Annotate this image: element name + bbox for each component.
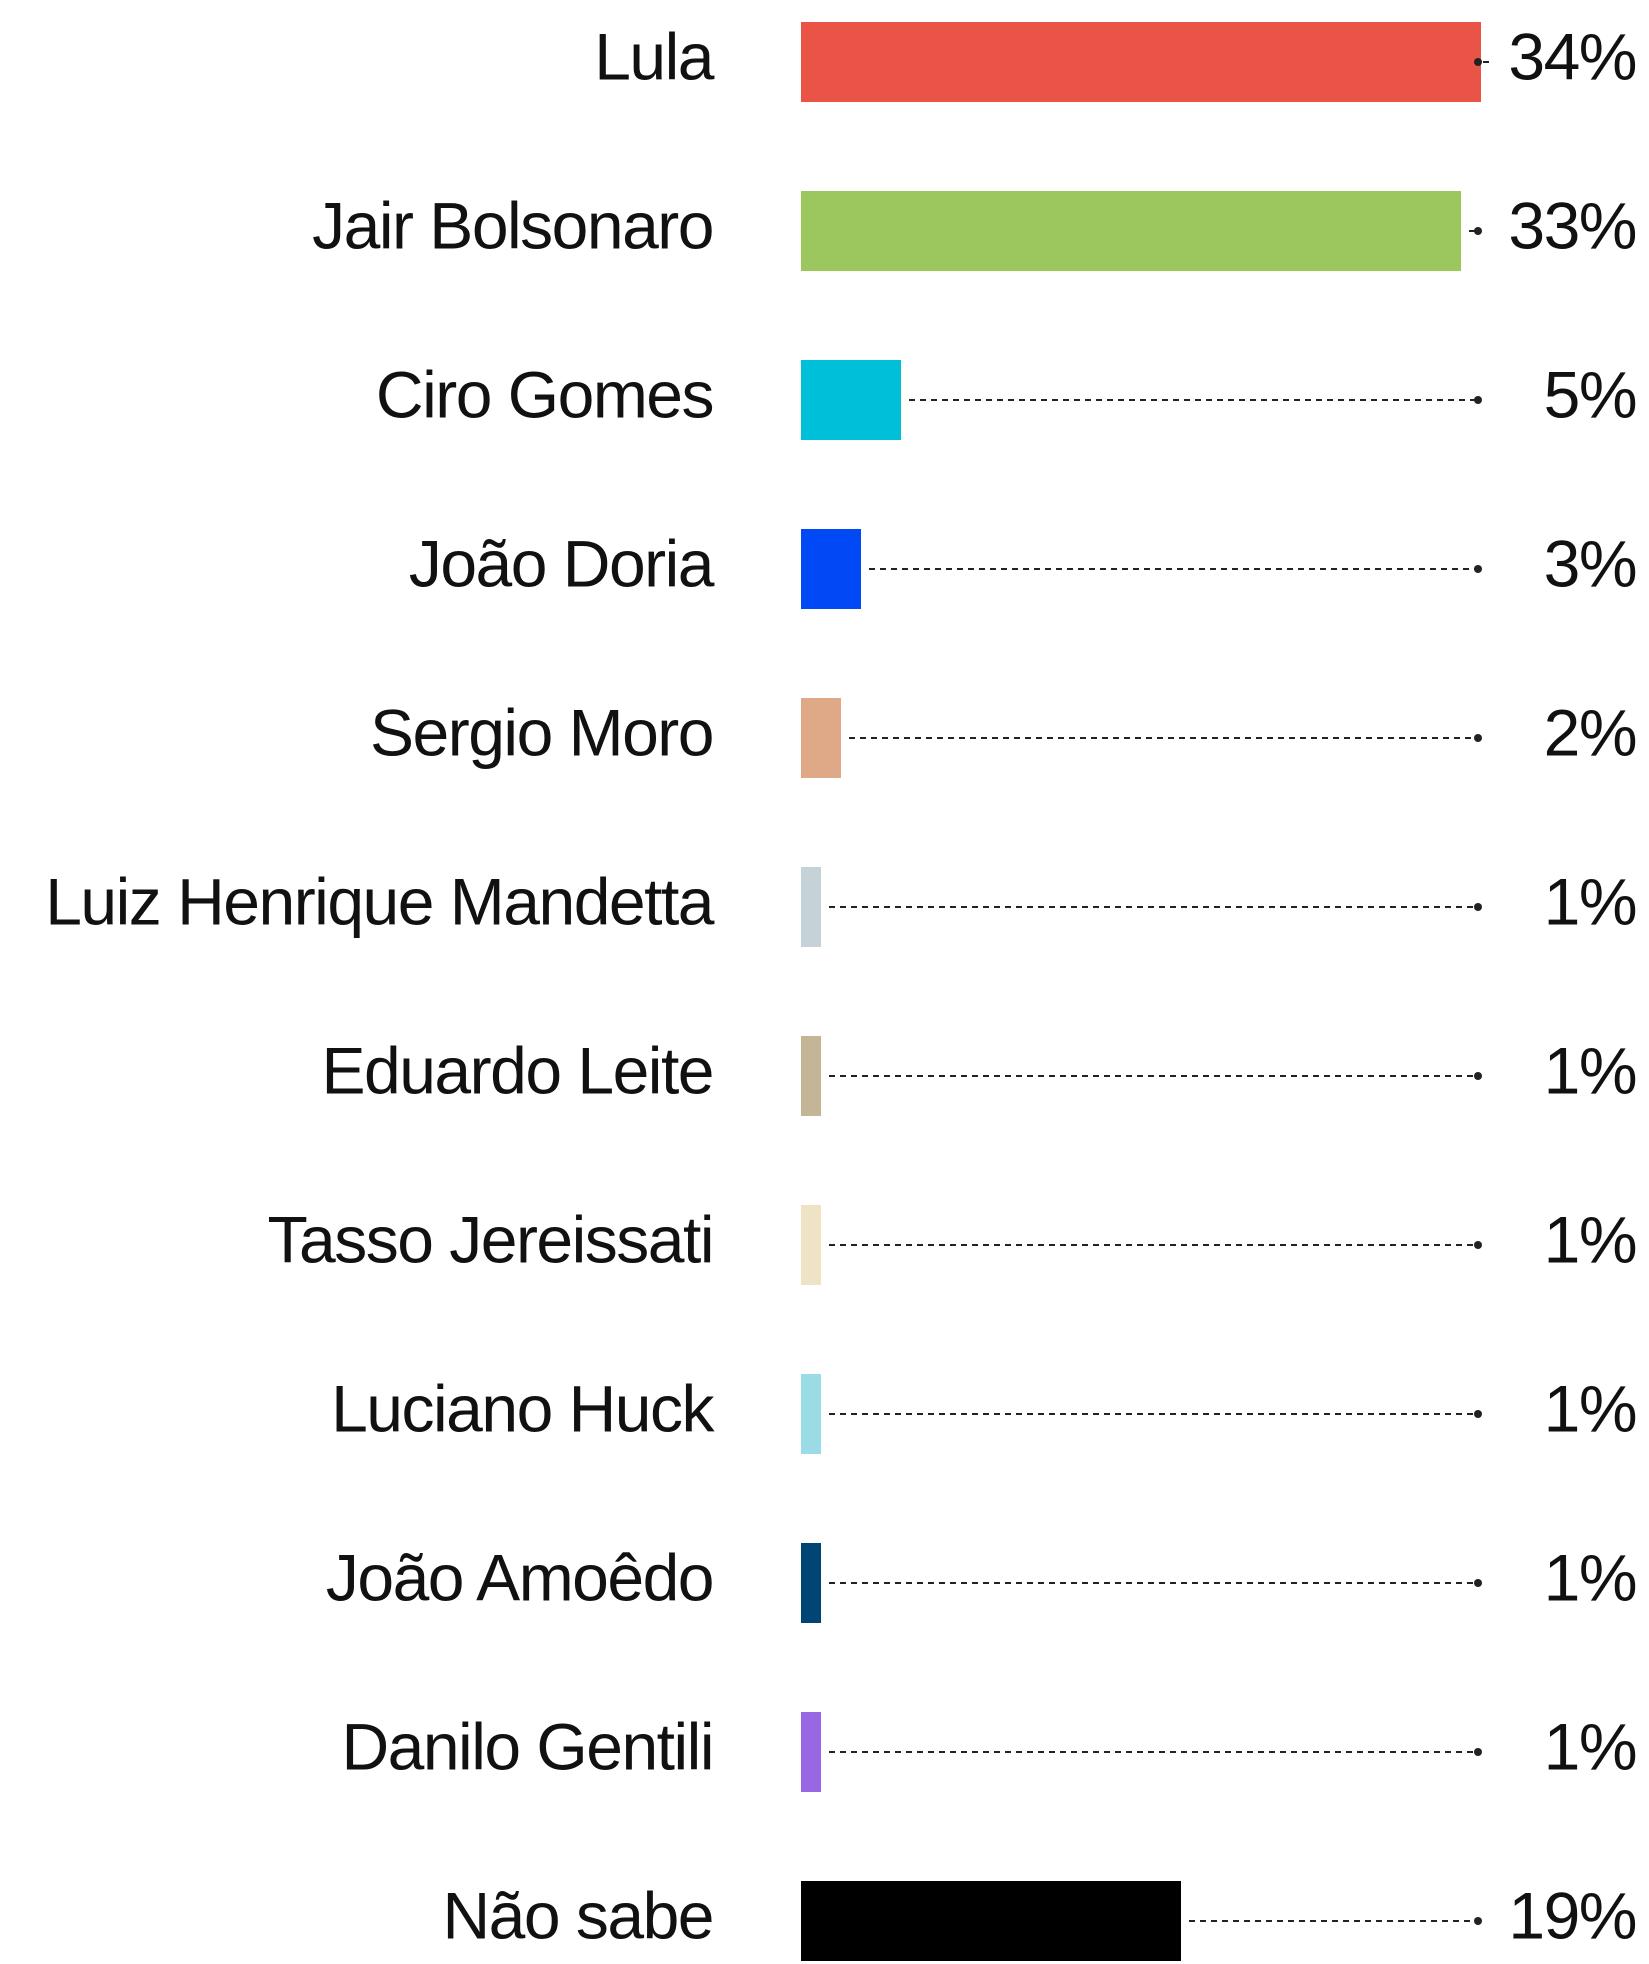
bar <box>801 529 861 609</box>
value-label: 34% <box>1508 19 1636 93</box>
leader-dot <box>1474 227 1482 235</box>
value-label: 2% <box>1544 695 1636 769</box>
bar <box>801 191 1461 271</box>
leader-dot <box>1474 1241 1482 1249</box>
value-label: 1% <box>1544 1202 1636 1276</box>
value-label: 19% <box>1508 1878 1636 1952</box>
category-label: João Amoêdo <box>326 1540 713 1614</box>
value-label: 3% <box>1544 526 1636 600</box>
category-label: Luciano Huck <box>331 1371 715 1445</box>
category-label: Sergio Moro <box>370 695 713 769</box>
value-label: 1% <box>1544 864 1636 938</box>
category-label: Eduardo Leite <box>322 1033 714 1107</box>
bar <box>801 1881 1181 1961</box>
leader-dot <box>1474 565 1482 573</box>
value-label: 1% <box>1544 1033 1636 1107</box>
bar <box>801 1712 821 1792</box>
bar <box>801 360 901 440</box>
category-label: Lula <box>594 19 715 93</box>
bar <box>801 698 841 778</box>
category-label: Jair Bolsonaro <box>312 188 713 262</box>
leader-dot <box>1474 1410 1482 1418</box>
leader-dot <box>1474 1072 1482 1080</box>
value-label: 33% <box>1508 188 1636 262</box>
category-label: Luiz Henrique Mandetta <box>45 864 715 938</box>
category-label: Danilo Gentili <box>341 1709 713 1783</box>
bar <box>801 1205 821 1285</box>
leader-dot <box>1474 396 1482 404</box>
bar <box>801 1374 821 1454</box>
category-label: Tasso Jereissati <box>267 1202 713 1276</box>
value-label: 1% <box>1544 1371 1636 1445</box>
leader-dot <box>1474 58 1482 66</box>
leader-dot <box>1474 903 1482 911</box>
bar <box>801 1036 821 1116</box>
leader-dot <box>1474 1579 1482 1587</box>
bar <box>801 1543 821 1623</box>
value-label: 5% <box>1544 357 1636 431</box>
leader-dot <box>1474 1748 1482 1756</box>
value-label: 1% <box>1544 1540 1636 1614</box>
leader-dot <box>1474 734 1482 742</box>
category-label: Não sabe <box>442 1878 713 1952</box>
leader-dot <box>1474 1917 1482 1925</box>
category-label: Ciro Gomes <box>376 357 713 431</box>
category-label: João Doria <box>409 526 715 600</box>
value-label: 1% <box>1544 1709 1636 1783</box>
bar <box>801 867 821 947</box>
bar <box>801 22 1481 102</box>
